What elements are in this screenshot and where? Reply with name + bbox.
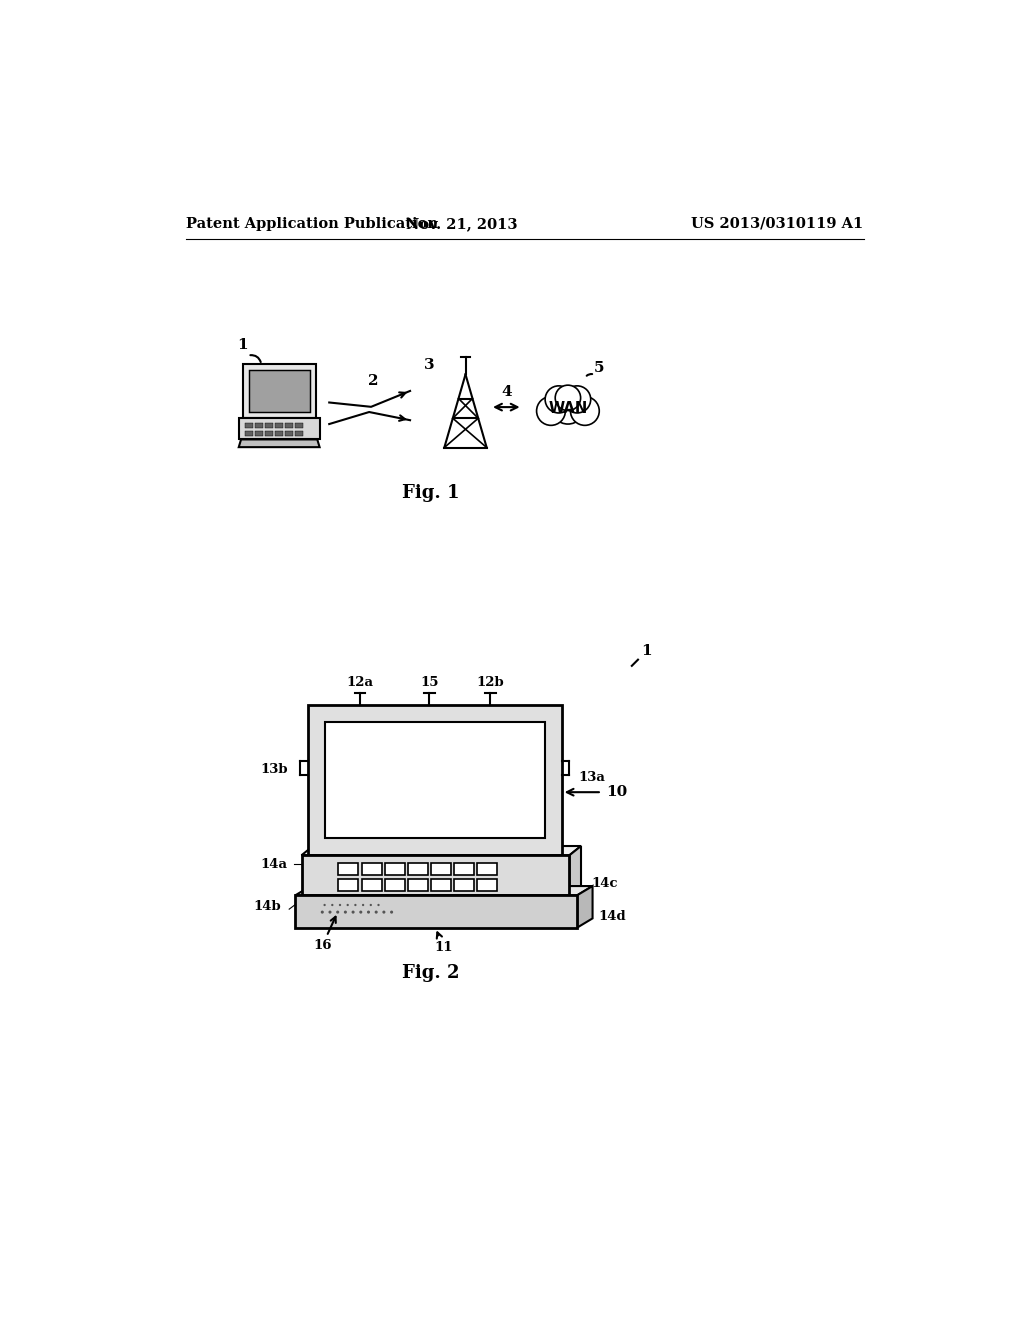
Bar — [255, 432, 262, 437]
Bar — [385, 879, 404, 891]
Circle shape — [375, 911, 378, 913]
Text: 15: 15 — [420, 676, 438, 689]
Bar — [339, 879, 358, 891]
Circle shape — [390, 911, 393, 913]
Bar — [431, 879, 451, 891]
Bar — [245, 422, 253, 428]
Circle shape — [354, 904, 356, 906]
Circle shape — [545, 385, 572, 413]
Circle shape — [336, 911, 339, 913]
Text: 2: 2 — [368, 374, 378, 388]
Circle shape — [551, 391, 585, 424]
Polygon shape — [569, 846, 581, 895]
Polygon shape — [295, 886, 593, 895]
Text: 11: 11 — [434, 932, 453, 954]
Text: 12b: 12b — [476, 676, 504, 689]
Bar — [265, 422, 272, 428]
Bar — [285, 422, 293, 428]
Bar — [385, 863, 404, 875]
Bar — [301, 855, 569, 895]
Bar — [408, 879, 428, 891]
Circle shape — [563, 385, 591, 413]
Circle shape — [321, 911, 324, 913]
Circle shape — [382, 911, 385, 913]
Bar — [274, 432, 283, 437]
Circle shape — [378, 904, 380, 906]
Bar — [431, 863, 451, 875]
Text: WAN: WAN — [548, 401, 588, 416]
Text: 1: 1 — [238, 338, 248, 352]
Circle shape — [370, 904, 372, 906]
Bar — [255, 422, 262, 428]
Circle shape — [367, 911, 370, 913]
Text: 14c: 14c — [591, 878, 617, 890]
Polygon shape — [301, 846, 581, 855]
Polygon shape — [239, 440, 319, 447]
Circle shape — [329, 911, 332, 913]
Bar — [477, 863, 497, 875]
Circle shape — [555, 385, 581, 411]
Circle shape — [361, 904, 365, 906]
Bar — [325, 722, 545, 838]
Circle shape — [331, 904, 334, 906]
Bar — [239, 418, 319, 440]
Circle shape — [537, 396, 565, 425]
Text: 1: 1 — [641, 644, 651, 659]
Text: 16: 16 — [313, 917, 336, 952]
Text: 5: 5 — [594, 360, 604, 375]
Circle shape — [351, 911, 354, 913]
Text: 3: 3 — [424, 358, 434, 372]
Text: 14a: 14a — [261, 858, 288, 871]
Circle shape — [344, 911, 347, 913]
Bar — [307, 705, 562, 855]
Bar — [361, 879, 382, 891]
Bar — [295, 422, 303, 428]
Bar — [408, 863, 428, 875]
Bar — [243, 364, 315, 418]
Text: 4: 4 — [502, 384, 512, 399]
Bar — [454, 863, 474, 875]
Polygon shape — [578, 886, 593, 928]
Text: Fig. 2: Fig. 2 — [402, 964, 460, 982]
Bar — [477, 879, 497, 891]
Bar — [274, 422, 283, 428]
Circle shape — [346, 904, 349, 906]
Text: 14d: 14d — [599, 909, 627, 923]
Text: Fig. 1: Fig. 1 — [402, 484, 460, 503]
Text: 10: 10 — [606, 785, 628, 799]
Circle shape — [570, 396, 599, 425]
Bar — [454, 879, 474, 891]
Bar — [295, 432, 303, 437]
Circle shape — [324, 904, 326, 906]
Bar — [361, 863, 382, 875]
Text: 12a: 12a — [346, 676, 374, 689]
Text: 13b: 13b — [261, 763, 289, 776]
Circle shape — [359, 911, 362, 913]
Text: Patent Application Publication: Patent Application Publication — [186, 216, 438, 231]
Text: Nov. 21, 2013: Nov. 21, 2013 — [406, 216, 517, 231]
Circle shape — [339, 904, 341, 906]
Bar — [245, 432, 253, 437]
Text: 14b: 14b — [254, 900, 282, 913]
Bar — [295, 895, 578, 928]
Bar — [339, 863, 358, 875]
Bar — [249, 370, 309, 412]
Bar — [285, 432, 293, 437]
Bar — [265, 432, 272, 437]
Text: 13a: 13a — [579, 771, 605, 784]
Text: US 2013/0310119 A1: US 2013/0310119 A1 — [691, 216, 863, 231]
